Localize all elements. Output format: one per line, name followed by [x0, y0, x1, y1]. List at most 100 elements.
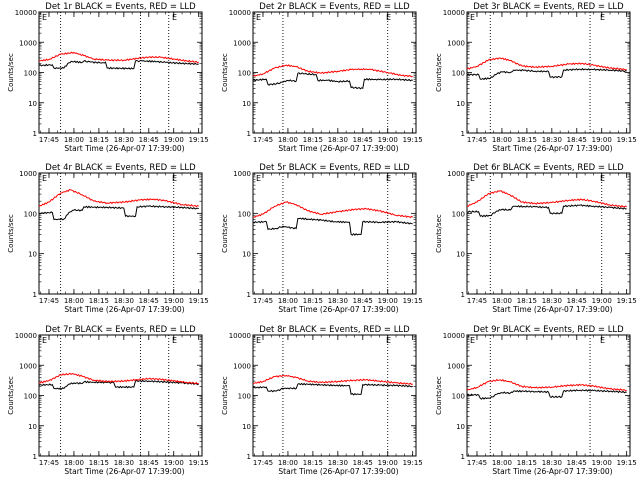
- chart-panel-4: Det 4r BLACK = Events, RED = LLD 1 10 100 10…: [7, 163, 209, 314]
- chart-title: Det 7r BLACK = Events, RED = LLD: [45, 325, 196, 335]
- plot-frame: [38, 334, 203, 457]
- chart-title: Det 6r BLACK = Events, RED = LLD: [473, 163, 624, 173]
- y-axis-label: Counts/sec: [221, 376, 229, 415]
- marker-e-left: E: [256, 13, 261, 22]
- marker-e-right: E: [172, 13, 177, 22]
- chart-title: Det 9r BLACK = Events, RED = LLD: [473, 325, 624, 335]
- x-tick-label: 18:45: [139, 136, 159, 144]
- plot-frame: [252, 334, 417, 457]
- x-tick-label: 17:45: [467, 459, 487, 467]
- x-tick-label: 18:45: [567, 297, 587, 305]
- marker-e-right: E: [386, 336, 391, 345]
- plot-frame: [252, 172, 417, 295]
- x-tick-label: 18:30: [328, 136, 348, 144]
- marker-e-left: E: [42, 13, 47, 22]
- x-tick-label: 19:15: [403, 136, 423, 144]
- marker-e-left: E: [256, 174, 261, 183]
- x-tick-label: 18:30: [542, 459, 562, 467]
- x-tick-label: 18:15: [89, 136, 109, 144]
- x-axis-label: Start Time (26-Apr-07 17:39:00): [278, 467, 398, 476]
- x-axis-label: Start Time (26-Apr-07 17:39:00): [492, 305, 612, 314]
- y-axis-label: Counts/sec: [7, 53, 15, 92]
- chart-panel-6: Det 6r BLACK = Events, RED = LLD 1 10 100 10…: [435, 163, 637, 314]
- series-line-events: [252, 217, 413, 236]
- y-tick-label: 1: [247, 453, 251, 461]
- x-tick-label: 18:00: [492, 136, 512, 144]
- x-tick-label: 19:00: [592, 297, 612, 305]
- x-tick-label: 17:45: [467, 136, 487, 144]
- x-tick-label: 18:00: [64, 297, 84, 305]
- series-line-events: [38, 379, 199, 390]
- y-tick-label: 10: [242, 423, 251, 431]
- chart-title: Det 2r BLACK = Events, RED = LLD: [259, 2, 410, 12]
- x-tick-label: 18:45: [139, 459, 159, 467]
- y-tick-label: 10000: [443, 332, 465, 340]
- x-tick-label: 18:15: [303, 459, 323, 467]
- x-tick-label: 19:00: [378, 136, 398, 144]
- x-tick-label: 18:30: [542, 297, 562, 305]
- y-tick-label: 10: [28, 100, 37, 108]
- series-line-events: [466, 389, 627, 400]
- y-tick-label: 1000: [19, 170, 37, 178]
- marker-e-right: E: [386, 174, 391, 183]
- y-tick-label: 10: [456, 251, 465, 259]
- plot-frame: [38, 11, 203, 134]
- y-tick-label: 1: [33, 453, 37, 461]
- marker-e-right: E: [600, 13, 605, 22]
- x-tick-label: 19:00: [164, 136, 184, 144]
- chart-panel-2: Det 2r BLACK = Events, RED = LLD 1 10 100 10…: [221, 2, 423, 153]
- marker-e-left: E: [470, 174, 475, 183]
- y-tick-label: 10: [28, 423, 37, 431]
- chart-title: Det 4r BLACK = Events, RED = LLD: [45, 163, 196, 173]
- x-tick-label: 19:00: [164, 459, 184, 467]
- y-tick-label: 100: [24, 70, 37, 78]
- x-tick-label: 17:45: [253, 297, 273, 305]
- y-axis-label: Counts/sec: [435, 376, 443, 415]
- y-tick-label: 10: [242, 100, 251, 108]
- chart-title: Det 1r BLACK = Events, RED = LLD: [45, 2, 196, 12]
- x-tick-label: 18:30: [328, 297, 348, 305]
- marker-e-right: E: [600, 336, 605, 345]
- series-line-lld: [252, 64, 413, 78]
- x-tick-label: 18:45: [353, 459, 373, 467]
- y-tick-label: 1: [461, 453, 465, 461]
- x-tick-label: 18:30: [114, 136, 134, 144]
- x-tick-label: 18:30: [328, 459, 348, 467]
- x-tick-label: 19:00: [378, 297, 398, 305]
- plot-frame: [466, 334, 631, 457]
- x-tick-label: 18:15: [303, 136, 323, 144]
- x-tick-label: 19:15: [189, 459, 209, 467]
- series-line-lld: [38, 189, 199, 208]
- x-tick-label: 18:00: [64, 459, 84, 467]
- chart-panel-3: Det 3r BLACK = Events, RED = LLD 1 10 100 10…: [435, 2, 637, 153]
- y-tick-label: 1000: [19, 362, 37, 370]
- y-tick-label: 100: [238, 393, 251, 401]
- series-line-events: [252, 382, 413, 396]
- series-line-events: [252, 72, 413, 90]
- y-axis-label: Counts/sec: [7, 214, 15, 253]
- x-tick-label: 17:45: [39, 459, 59, 467]
- y-tick-label: 1000: [447, 39, 465, 47]
- y-tick-label: 10000: [229, 9, 251, 17]
- chart-panel-7: Det 7r BLACK = Events, RED = LLD 1 10 100 10…: [7, 325, 209, 476]
- x-tick-label: 17:45: [253, 459, 273, 467]
- y-tick-label: 100: [24, 393, 37, 401]
- series-line-lld: [252, 201, 413, 219]
- series-line-lld: [466, 378, 627, 392]
- series-line-lld: [466, 190, 627, 208]
- y-tick-label: 1000: [233, 170, 251, 178]
- marker-e-right: E: [172, 336, 177, 345]
- chart-title: Det 3r BLACK = Events, RED = LLD: [473, 2, 624, 12]
- chart-panel-9: Det 9r BLACK = Events, RED = LLD 1 10 100 10…: [435, 325, 637, 476]
- marker-e-left: E: [256, 336, 261, 345]
- y-tick-label: 1: [247, 291, 251, 299]
- marker-e-left: E: [42, 174, 47, 183]
- plot-frame: [466, 172, 631, 295]
- x-tick-label: 18:30: [114, 297, 134, 305]
- y-axis-label: Counts/sec: [435, 214, 443, 253]
- series-line-events: [466, 204, 627, 218]
- y-tick-label: 10: [28, 251, 37, 259]
- y-tick-label: 100: [238, 210, 251, 218]
- marker-e-right: E: [386, 13, 391, 22]
- x-tick-label: 18:45: [567, 136, 587, 144]
